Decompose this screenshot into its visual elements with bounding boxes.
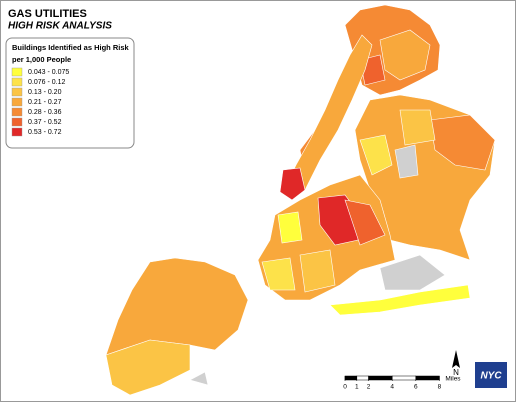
legend-swatch	[11, 127, 23, 137]
legend-swatch	[11, 87, 23, 97]
scale-label: 6	[414, 384, 418, 391]
district	[261, 257, 296, 291]
scale-label: 0	[343, 384, 347, 391]
legend-label: 0.043 - 0.075	[28, 69, 69, 76]
legend-title: Buildings Identified as High Risk	[12, 43, 130, 52]
district	[105, 257, 249, 356]
scale-label: 2	[367, 384, 371, 391]
legend-swatch	[11, 117, 23, 127]
park	[394, 144, 419, 179]
district	[359, 134, 393, 176]
scale-segment	[391, 375, 417, 381]
legend-swatch	[11, 67, 23, 77]
district	[279, 167, 306, 201]
scale-segment	[415, 375, 440, 381]
north-label: N	[453, 368, 459, 377]
legend-swatch	[11, 107, 23, 117]
district	[379, 29, 431, 81]
park	[189, 371, 209, 386]
legend-label: 0.076 - 0.12	[28, 79, 65, 86]
legend-title: per 1,000 People	[12, 55, 71, 64]
subtitle: HIGH RISK ANALYSIS	[8, 21, 112, 32]
legend-label: 0.53 - 0.72	[28, 129, 62, 136]
district	[282, 34, 373, 201]
legend-box	[5, 37, 135, 149]
scale-unit: Miles	[445, 376, 461, 383]
legend-swatch	[11, 97, 23, 107]
scale-segment	[368, 375, 393, 381]
legend-swatch	[11, 77, 23, 87]
district	[399, 109, 436, 146]
scale-label: 4	[390, 384, 394, 391]
map	[105, 4, 496, 396]
district	[429, 114, 496, 171]
legend-label: 0.13 - 0.20	[28, 89, 62, 96]
north-arrow	[452, 350, 460, 368]
logo-box	[475, 362, 507, 388]
legend-label: 0.28 - 0.36	[28, 109, 62, 116]
logo: NYC	[480, 371, 502, 382]
district	[344, 199, 386, 246]
scale-segment	[344, 375, 358, 381]
title: GAS UTILITIES	[8, 8, 87, 20]
district	[105, 339, 191, 396]
district	[299, 249, 336, 293]
district	[329, 284, 471, 316]
park	[379, 254, 446, 291]
district	[277, 211, 303, 244]
legend-label: 0.21 - 0.27	[28, 99, 62, 106]
scale-label: 8	[438, 384, 442, 391]
scale-segment	[356, 375, 369, 381]
legend-label: 0.37 - 0.52	[28, 119, 62, 126]
scale-label: 1	[355, 384, 359, 391]
